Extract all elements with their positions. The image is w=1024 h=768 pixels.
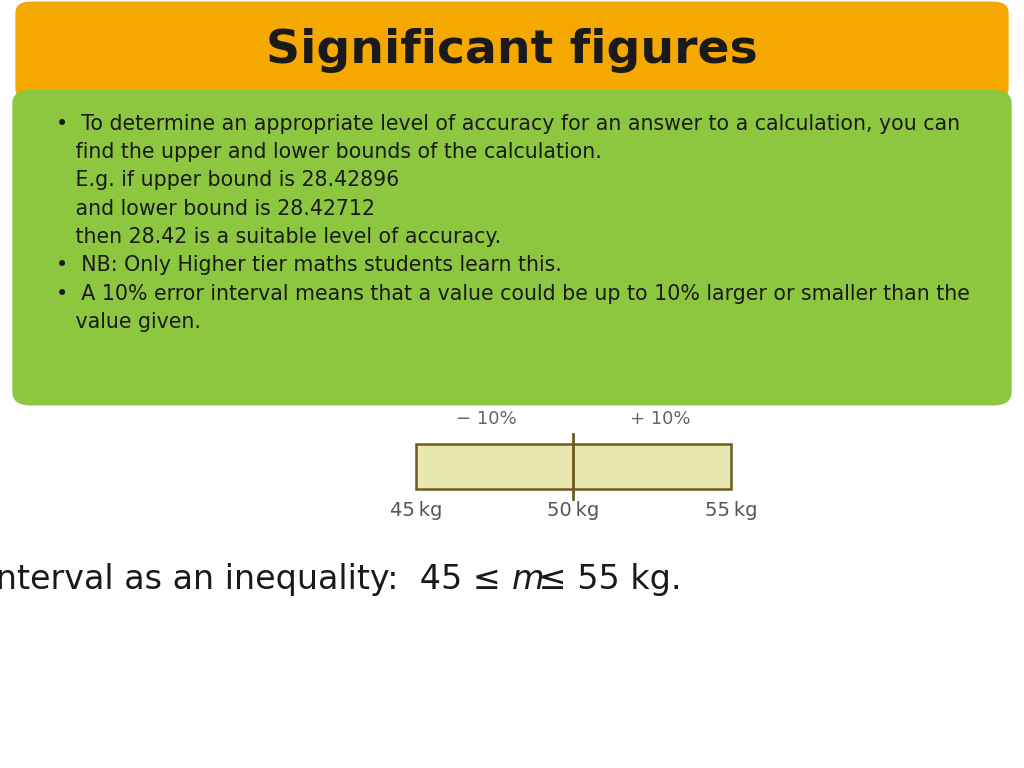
Text: 55 kg: 55 kg xyxy=(705,502,757,521)
Text: + 10%: + 10% xyxy=(630,410,690,428)
Text: You can write an error interval as an inequality:  45 ≤: You can write an error interval as an in… xyxy=(0,564,512,596)
Text: 45 kg: 45 kg xyxy=(390,502,442,521)
FancyBboxPatch shape xyxy=(15,2,1009,100)
Text: •  To determine an appropriate level of accuracy for an answer to a calculation,: • To determine an appropriate level of a… xyxy=(56,114,970,332)
Bar xyxy=(416,444,731,488)
Text: ≤ 55 kg.: ≤ 55 kg. xyxy=(528,564,682,596)
Text: m: m xyxy=(512,564,545,596)
Text: Significant figures: Significant figures xyxy=(266,28,758,73)
Text: 50 kg: 50 kg xyxy=(547,502,600,521)
FancyBboxPatch shape xyxy=(12,90,1012,406)
Text: − 10%: − 10% xyxy=(457,410,517,428)
